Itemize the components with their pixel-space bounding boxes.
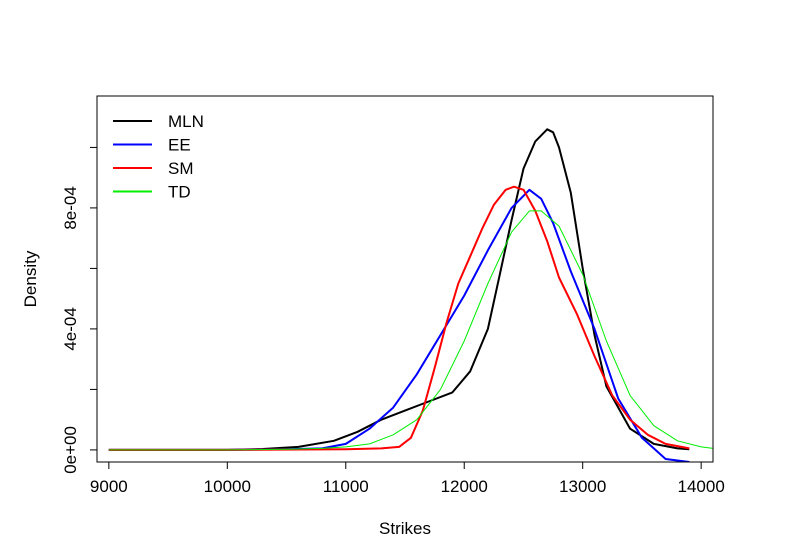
x-axis-title: Strikes: [379, 519, 431, 538]
y-tick-label: 4e-04: [61, 307, 80, 350]
y-axis-title: Density: [21, 250, 40, 307]
plot-layer: [108, 128, 713, 462]
x-tick-label: 10000: [204, 477, 251, 496]
x-tick-label: 9000: [90, 477, 128, 496]
axes-layer: 9000 10000 11000 12000 13000 14000 0e+00 4e-04 8…: [61, 146, 725, 496]
legend-label-sm: SM: [168, 159, 194, 178]
x-tick-label: 13000: [559, 477, 606, 496]
y-tick-label: 8e-04: [61, 186, 80, 229]
x-tick-label: 14000: [678, 477, 725, 496]
x-tick-label: 11000: [323, 477, 369, 496]
legend-label-mln: MLN: [168, 112, 204, 131]
series-line-sm: [108, 185, 690, 451]
legend: MLN EE SM TD: [113, 112, 204, 202]
y-tick-label: 0e+00: [61, 426, 80, 474]
series-line-mln: [108, 128, 690, 451]
legend-label-ee: EE: [168, 136, 191, 155]
series-line-td: [108, 210, 713, 451]
series-line-ee: [108, 188, 690, 462]
x-tick-label: 12000: [441, 477, 488, 496]
legend-label-td: TD: [168, 183, 191, 202]
